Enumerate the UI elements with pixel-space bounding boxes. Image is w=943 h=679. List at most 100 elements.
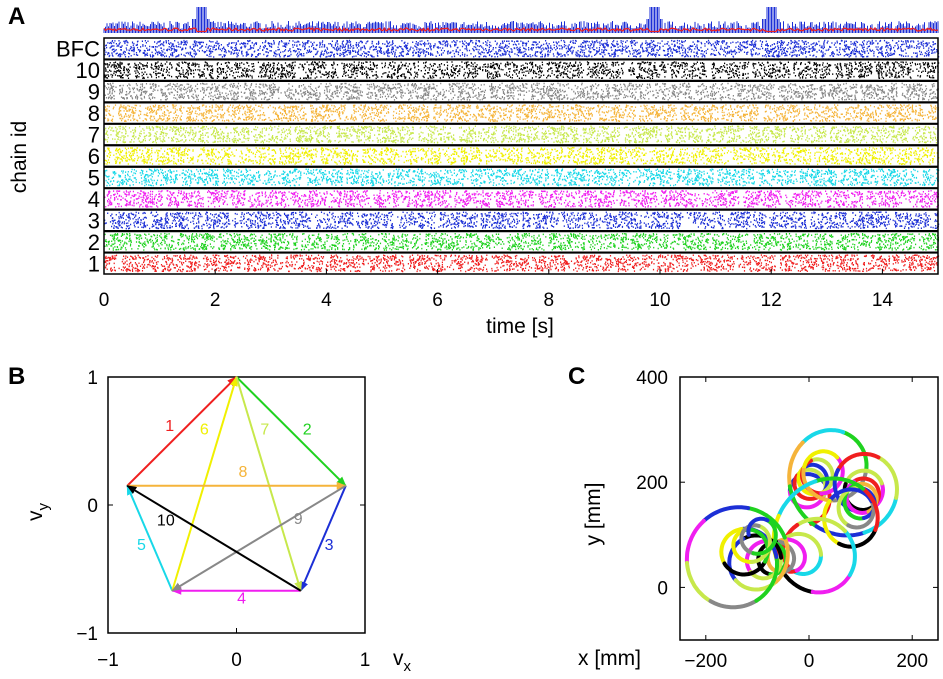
trajectory-segment [780,531,823,557]
trajectory-segment [701,505,751,523]
arrow-label: 2 [303,422,312,439]
x-tick-label: 200 [896,651,928,672]
trajectory-segment [841,430,869,470]
arrow-line [299,485,347,592]
x-tick-label: 4 [321,290,332,311]
trajectory-segment [814,524,867,538]
trajectory-segment [781,537,807,573]
panel-a-population-rate-trace [103,7,939,33]
chain-label: 4 [88,187,100,212]
x-tick-label: 0 [804,651,815,672]
trajectory-segment [846,499,876,530]
trajectory-segment [800,462,830,495]
x-tick-label: 12 [761,290,782,311]
panel-b-xlabel: vx [393,647,412,675]
trajectory-segment [827,487,874,504]
x-tick-label: 10 [649,290,670,311]
trajectory-segment [809,457,835,493]
y-tick-label: 200 [636,473,668,494]
raster-row-chain-9 [104,79,939,101]
trajectory-segment [746,506,787,540]
chain-label: 8 [88,101,100,126]
chain-label: 3 [88,208,100,233]
trajectory-segment [837,527,878,549]
panel-b-ylabel-main: v [24,510,47,521]
y-tick-label: 400 [636,368,668,389]
trajectory-segment [719,527,744,566]
trajectory-segment [813,476,865,491]
trajectory-segment [731,528,754,564]
raster-spikes [104,61,940,80]
chain-label: 5 [88,165,100,190]
panel-b-ylabel-sub: y [35,503,52,511]
arrow-4: 4 [171,586,301,608]
trajectory-segment [685,560,713,604]
arrow-7: 7 [235,376,302,592]
panel-b-xlabel-sub: x [404,658,412,675]
raster-row-chain-6 [104,144,940,165]
raster-row-chain-2 [104,229,939,251]
trajectory-segment [862,495,899,535]
panel-a-letter: A [8,3,25,30]
raster-row-chain-5 [104,165,940,187]
raster-spikes [104,82,939,101]
arrow-label: 5 [137,537,146,554]
chain-label: 10 [76,58,100,83]
raster-row-bfc [104,39,940,58]
trajectory-segment [708,598,759,610]
trajectory-segment [751,518,778,556]
raster-row-chain-1 [104,251,940,273]
panel-a-xlabel: time [s] [486,315,554,338]
arrow-8: 8 [127,464,347,490]
trajectory-segment [822,498,842,546]
panel-a-raster [104,39,940,273]
arrow-10: 10 [126,484,302,592]
chain-label: 9 [88,80,100,105]
arrow-9: 9 [171,484,347,592]
panel-b-arrows: 1 2 3 4 5 6 7 8 9 10 [126,376,347,608]
x-tick-label: 6 [432,290,443,311]
chain-label: 6 [88,144,100,169]
raster-spikes [104,254,940,273]
arrow-label: 10 [157,512,175,529]
trajectory-segment [748,555,784,581]
panel-c-ticks: −200 0 200 400 200 0 [636,368,938,672]
x-tick-label: 0 [99,290,110,311]
panel-b-ticks: −1 0 110−1 [76,368,370,671]
x-tick-label: −200 [684,651,727,672]
trajectory-segment [722,559,768,577]
chain-label: 1 [88,251,100,276]
panel-b-letter: B [8,363,25,390]
raster-spikes [104,168,940,187]
raster-spikes [104,125,939,144]
trajectory-segment [843,468,884,487]
chain-label: 7 [88,123,100,148]
x-tick-label: 14 [872,290,894,311]
trajectory-segment [810,573,852,595]
y-tick-label: 1 [87,368,98,389]
raster-spikes [104,232,939,251]
raster-row-chain-8 [104,101,939,123]
trajectory-segment [876,455,899,500]
panel-a-frame [103,37,939,275]
trajectory-segment [774,539,797,575]
chain-label: BFC [56,37,100,62]
raster-spikes [104,189,939,208]
rate-trace-chains [103,26,939,33]
trajectory-segment [801,467,837,503]
panel-c-letter: C [568,363,585,390]
chain-label: 2 [88,230,100,255]
x-tick-label: 8 [544,290,555,311]
arrow-line [171,484,347,592]
raster-spikes [104,147,940,165]
trajectory-segment [727,536,746,583]
trajectory-segment [800,428,846,445]
panel-c-trajectory [684,428,899,610]
arrow-line [126,484,174,592]
trajectory-segment [774,535,790,584]
x-tick-label: 2 [210,290,221,311]
panel-c-ylabel: y [mm] [582,483,605,546]
raster-row-chain-7 [104,122,939,144]
